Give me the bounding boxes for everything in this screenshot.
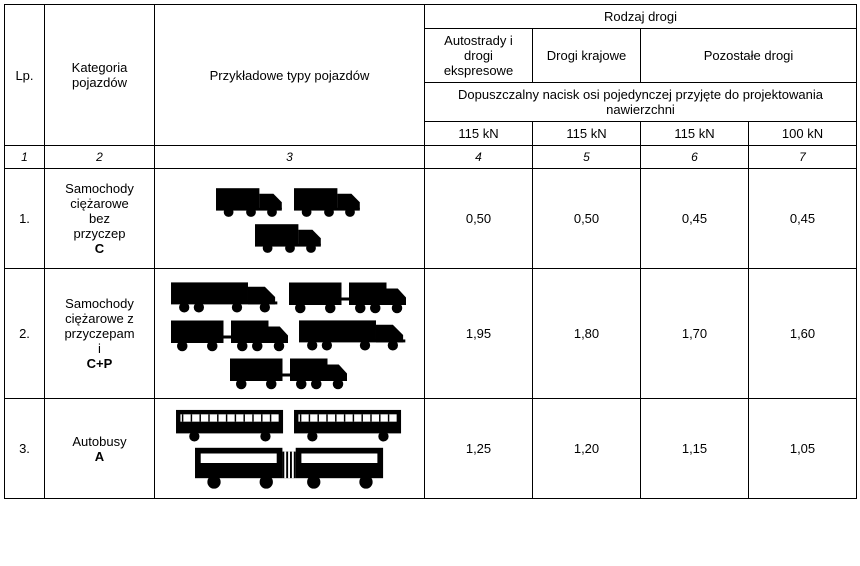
table-row: 3. AutobusyA 1,25 1,20 1,15 1,05 xyxy=(5,399,857,499)
cell-v4: 1,95 xyxy=(425,269,533,399)
cell-v4: 1,25 xyxy=(425,399,533,499)
truck-icon xyxy=(255,220,325,254)
table-row: 1. SamochodyciężarowebezprzyczepC 0,50 0… xyxy=(5,169,857,269)
cell-kategoria: SamochodyciężarowebezprzyczepC xyxy=(45,169,155,269)
cell-lp: 3. xyxy=(5,399,45,499)
table-body: 1. SamochodyciężarowebezprzyczepC 0,50 0… xyxy=(5,169,857,499)
colnum-2: 2 xyxy=(45,146,155,169)
truck-trailer-icon xyxy=(171,316,291,352)
colnum-3: 3 xyxy=(155,146,425,169)
articulated-bus-icon xyxy=(195,444,385,490)
cell-v5: 0,50 xyxy=(533,169,641,269)
colnum-6: 6 xyxy=(641,146,749,169)
cell-vehicle-icons xyxy=(155,169,425,269)
header-100kn: 100 kN xyxy=(749,122,857,146)
truck-trailer-icon xyxy=(289,278,409,314)
header-autostrady: Autostrady i drogi ekspresowe xyxy=(425,29,533,83)
header-dopuszczalny: Dopuszczalny nacisk osi pojedynczej przy… xyxy=(425,83,857,122)
cell-vehicle-icons xyxy=(155,399,425,499)
truck-icon xyxy=(216,184,286,218)
cell-kategoria: AutobusyA xyxy=(45,399,155,499)
cell-lp: 2. xyxy=(5,269,45,399)
colnum-4: 4 xyxy=(425,146,533,169)
header-115kn-a: 115 kN xyxy=(425,122,533,146)
cell-v6: 1,15 xyxy=(641,399,749,499)
cell-v5: 1,80 xyxy=(533,269,641,399)
header-lp: Lp. xyxy=(5,5,45,146)
semi-truck-icon xyxy=(299,316,409,351)
cell-v6: 0,45 xyxy=(641,169,749,269)
header-kategoria: Kategoria pojazdów xyxy=(45,5,155,146)
cell-v5: 1,20 xyxy=(533,399,641,499)
cell-vehicle-icons xyxy=(155,269,425,399)
cell-v7: 0,45 xyxy=(749,169,857,269)
cell-lp: 1. xyxy=(5,169,45,269)
header-115kn-b: 115 kN xyxy=(533,122,641,146)
semi-truck-icon xyxy=(171,278,281,313)
header-pozostale: Pozostałe drogi xyxy=(641,29,857,83)
truck-trailer-icon xyxy=(230,354,350,390)
header-drogi-krajowe: Drogi krajowe xyxy=(533,29,641,83)
header-przykladowe: Przykładowe typy pojazdów xyxy=(155,5,425,146)
cell-kategoria: Samochodyciężarowe zprzyczepamiC+P xyxy=(45,269,155,399)
vehicle-load-table: Lp. Kategoria pojazdów Przykładowe typy … xyxy=(4,4,857,499)
header-rodzaj-drogi: Rodzaj drogi xyxy=(425,5,857,29)
cell-v6: 1,70 xyxy=(641,269,749,399)
bus-icon xyxy=(294,407,404,442)
header-115kn-c: 115 kN xyxy=(641,122,749,146)
colnum-5: 5 xyxy=(533,146,641,169)
truck-icon xyxy=(294,184,364,218)
cell-v4: 0,50 xyxy=(425,169,533,269)
bus-icon xyxy=(176,407,286,442)
cell-v7: 1,60 xyxy=(749,269,857,399)
colnum-1: 1 xyxy=(5,146,45,169)
colnum-7: 7 xyxy=(749,146,857,169)
cell-v7: 1,05 xyxy=(749,399,857,499)
table-row: 2. Samochodyciężarowe zprzyczepamiC+P xyxy=(5,269,857,399)
